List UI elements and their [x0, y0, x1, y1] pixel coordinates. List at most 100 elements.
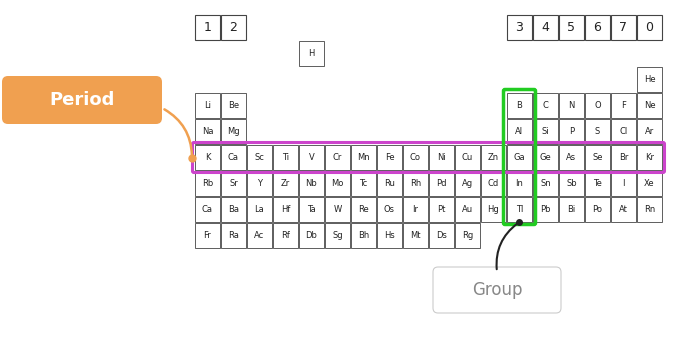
Bar	[585, 15, 610, 40]
Text: Os: Os	[384, 205, 395, 214]
Bar	[559, 15, 584, 40]
Bar	[585, 145, 610, 170]
Text: Ru: Ru	[384, 179, 395, 188]
Bar	[195, 119, 220, 144]
Text: Ac: Ac	[254, 231, 264, 240]
Text: K: K	[205, 153, 210, 162]
Bar	[247, 171, 272, 196]
Text: In: In	[516, 179, 523, 188]
Text: As: As	[566, 153, 576, 162]
Bar	[195, 15, 220, 40]
Bar	[585, 93, 610, 118]
Bar	[299, 197, 324, 222]
Text: Rf: Rf	[281, 231, 290, 240]
Bar	[533, 93, 558, 118]
Text: Ta: Ta	[307, 205, 316, 214]
Text: Rn: Rn	[644, 205, 655, 214]
Text: Bh: Bh	[358, 231, 369, 240]
Bar	[273, 197, 298, 222]
Text: P: P	[569, 127, 574, 136]
Bar	[429, 145, 454, 170]
Text: Rg: Rg	[462, 231, 473, 240]
Text: Ni: Ni	[437, 153, 446, 162]
Bar	[559, 197, 584, 222]
Text: Pt: Pt	[437, 205, 446, 214]
Text: 5: 5	[568, 21, 576, 34]
Text: Ga: Ga	[514, 153, 525, 162]
Text: Ir: Ir	[413, 205, 419, 214]
Bar	[351, 171, 376, 196]
Bar	[611, 145, 636, 170]
Text: Mo: Mo	[331, 179, 344, 188]
Text: Pd: Pd	[436, 179, 447, 188]
Text: B: B	[516, 101, 522, 110]
Text: Group: Group	[472, 281, 522, 299]
Bar	[273, 145, 298, 170]
Bar	[221, 171, 246, 196]
Text: Ra: Ra	[228, 231, 239, 240]
Text: N: N	[568, 101, 574, 110]
Bar	[299, 223, 324, 248]
Bar	[533, 15, 558, 40]
Bar	[611, 15, 636, 40]
Text: Cd: Cd	[488, 179, 499, 188]
Text: I: I	[622, 179, 625, 188]
Bar	[507, 145, 532, 170]
Text: Ca: Ca	[202, 205, 213, 214]
Text: Au: Au	[462, 205, 473, 214]
Bar	[351, 145, 376, 170]
Bar	[533, 171, 558, 196]
Text: Sn: Sn	[540, 179, 550, 188]
Bar	[507, 197, 532, 222]
Text: Se: Se	[592, 153, 603, 162]
Text: Ba: Ba	[228, 205, 239, 214]
Text: Hs: Hs	[384, 231, 395, 240]
Text: Zr: Zr	[281, 179, 290, 188]
Text: Ag: Ag	[462, 179, 473, 188]
Text: W: W	[333, 205, 342, 214]
Bar	[585, 171, 610, 196]
Text: V: V	[309, 153, 314, 162]
Text: Te: Te	[593, 179, 602, 188]
Bar	[429, 171, 454, 196]
Bar	[637, 145, 662, 170]
Bar	[195, 197, 220, 222]
Text: Ti: Ti	[282, 153, 289, 162]
Bar	[429, 223, 454, 248]
FancyBboxPatch shape	[2, 76, 162, 124]
Bar	[403, 171, 428, 196]
Bar	[481, 197, 506, 222]
Text: 3: 3	[516, 21, 523, 34]
Text: Re: Re	[358, 205, 369, 214]
Bar	[585, 197, 610, 222]
Bar	[559, 145, 584, 170]
Text: Fr: Fr	[204, 231, 211, 240]
Bar	[637, 15, 662, 40]
Text: F: F	[621, 101, 626, 110]
Text: C: C	[542, 101, 548, 110]
Text: S: S	[595, 127, 600, 136]
Bar	[221, 223, 246, 248]
Text: Zn: Zn	[488, 153, 499, 162]
Text: Sb: Sb	[566, 179, 577, 188]
Text: 1: 1	[204, 21, 212, 34]
Text: Bi: Bi	[568, 205, 576, 214]
Text: Ar: Ar	[645, 127, 654, 136]
Text: Y: Y	[257, 179, 262, 188]
Bar	[221, 145, 246, 170]
Bar	[403, 197, 428, 222]
Bar	[637, 93, 662, 118]
Bar	[325, 171, 350, 196]
Text: Ca: Ca	[228, 153, 239, 162]
Text: Mg: Mg	[227, 127, 240, 136]
Bar	[221, 93, 246, 118]
Bar	[455, 171, 480, 196]
Text: Co: Co	[410, 153, 421, 162]
Text: Fe: Fe	[385, 153, 394, 162]
Text: Tc: Tc	[359, 179, 367, 188]
Text: Br: Br	[619, 153, 628, 162]
Text: Cu: Cu	[462, 153, 473, 162]
Bar	[455, 197, 480, 222]
Bar	[559, 93, 584, 118]
Text: Sc: Sc	[255, 153, 264, 162]
